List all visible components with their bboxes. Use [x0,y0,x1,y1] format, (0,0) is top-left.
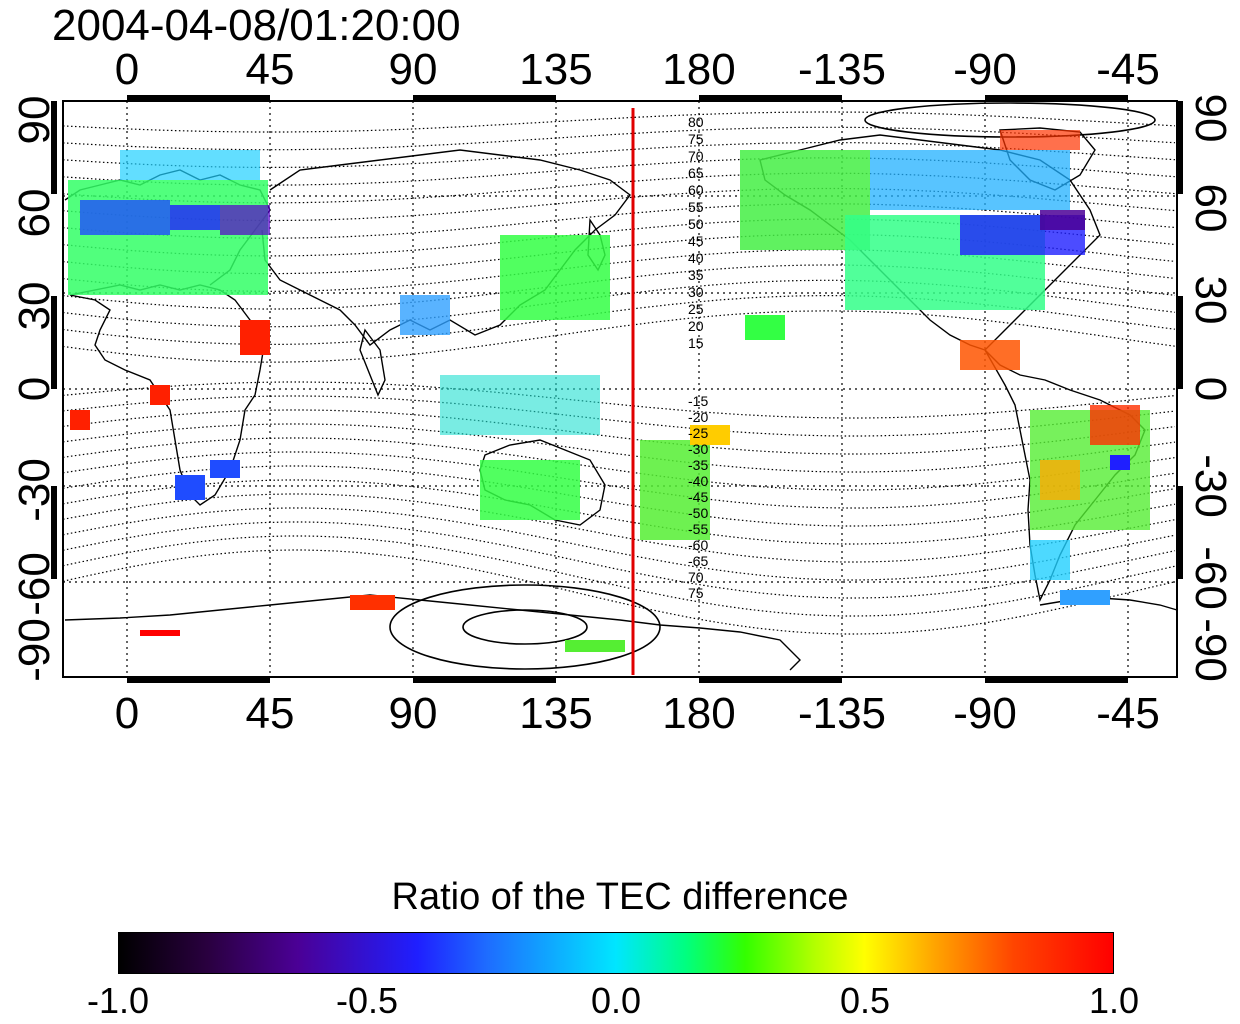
contour-label: 25 [688,301,704,317]
lon-tick-top: -90 [953,45,1017,94]
contour-label: 70 [688,569,704,585]
colorbar-label: -0.5 [335,980,399,1021]
lon-tick-top: 90 [388,45,438,94]
colorbar [118,932,1114,974]
contour-label: -60 [688,537,708,553]
contour-line [62,479,1176,545]
colorbar-title: Ratio of the TEC difference [391,876,849,918]
lon-tick-bottom: -45 [1096,689,1160,738]
contour-line [62,535,1176,617]
contour-line [62,465,1176,527]
contour-label: 65 [688,165,704,181]
contour-line [62,409,1176,455]
contour-label: -35 [688,457,708,473]
lon-tick-top: -135 [797,45,887,94]
contour-line [62,549,1176,635]
lon-tick-top: -45 [1096,45,1160,94]
contour-label: -45 [688,489,708,505]
contour-label: -55 [688,521,708,537]
contour-label: 20 [688,318,704,334]
contour-line [62,203,1176,239]
contour-label: 70 [688,148,704,164]
contour-label: -25 [688,425,708,441]
lon-tick-bottom: -135 [797,689,887,738]
contour-label: 75 [688,131,704,147]
contour-label: 15 [688,335,704,351]
tec-ratio-patches [68,130,1150,652]
contour-line [62,157,1176,186]
lon-tick-bottom: 0 [114,689,140,738]
contour-label: 40 [688,250,704,266]
colorbar-label: -1.0 [86,980,150,1021]
contour-line [62,507,1176,581]
contour-label: 60 [688,182,704,198]
map-timestamp: 2004-04-08/01:20:00 [52,1,461,50]
axis-bars [51,95,1183,683]
lon-tick-bottom: -90 [953,689,1017,738]
contour-label: 45 [688,233,704,249]
colorbar-label: 0.0 [590,980,642,1021]
contour-labels: 8075706560555045403530252015-15-20-25-30… [688,114,708,601]
contour-line [62,395,1176,437]
contour-label: -30 [688,441,708,457]
contour-line [62,111,1176,133]
contour-label: -20 [688,409,708,425]
lon-tick-bottom: 135 [519,689,593,738]
contour-label: -65 [688,553,708,569]
lon-tick-bottom: 45 [245,689,295,738]
contour-label: 50 [688,216,704,232]
contour-label: -15 [688,393,708,409]
contour-label: -40 [688,473,708,489]
contour-line [62,381,1176,419]
lon-tick-bottom: 90 [388,689,438,738]
colorbar-label: 0.5 [839,980,891,1021]
contour-label: 30 [688,284,704,300]
lon-tick-bottom: 180 [662,689,736,738]
contour-label: 75 [688,585,704,601]
lon-tick-top: 135 [519,45,593,94]
lon-tick-top: 45 [245,45,295,94]
contour-label: 55 [688,199,704,215]
contour-label: 80 [688,114,704,130]
contour-label: 35 [688,267,704,283]
colorbar-label: 1.0 [1088,980,1140,1021]
contour-line [62,521,1176,599]
lon-tick-top: 0 [114,45,140,94]
contour-label: -50 [688,505,708,521]
contour-line [62,493,1176,563]
contour-line [62,142,1176,168]
lon-tick-top: 180 [662,45,736,94]
contour-line [62,126,1176,151]
